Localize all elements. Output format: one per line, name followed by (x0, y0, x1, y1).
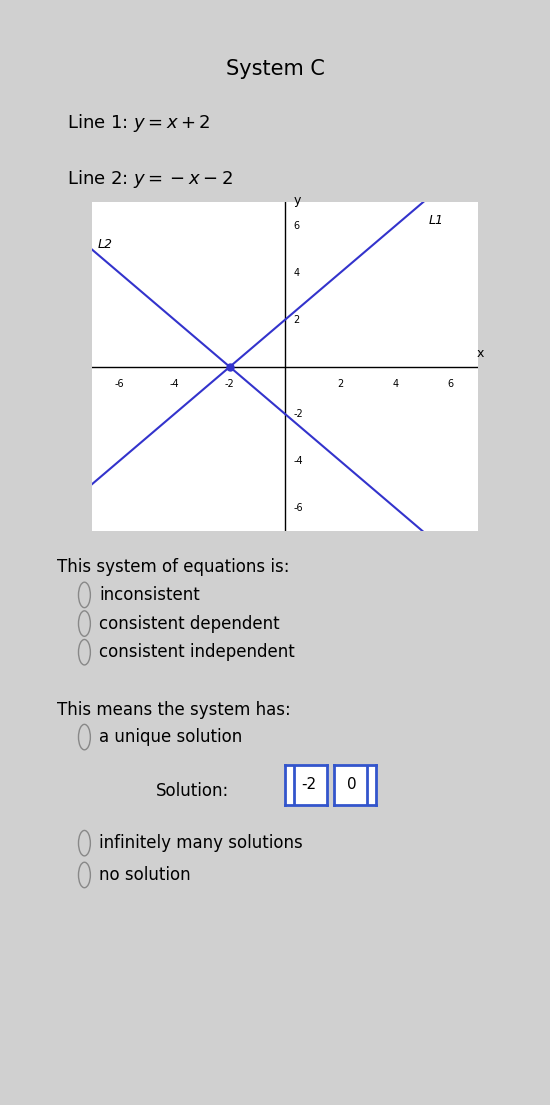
Text: 2: 2 (337, 379, 343, 389)
Text: L2: L2 (97, 238, 112, 251)
Text: x: x (477, 347, 485, 360)
Text: -2: -2 (302, 777, 317, 792)
Text: 6: 6 (293, 221, 299, 231)
Text: inconsistent: inconsistent (99, 586, 200, 604)
Text: -6: -6 (114, 379, 124, 389)
Text: a unique solution: a unique solution (99, 728, 243, 746)
Text: Line 2: $y=-x-2$: Line 2: $y=-x-2$ (67, 168, 233, 190)
Text: This system of equations is:: This system of equations is: (57, 558, 290, 576)
Text: 2: 2 (293, 315, 299, 325)
Text: 0: 0 (347, 777, 357, 792)
Text: consistent independent: consistent independent (99, 643, 295, 661)
Text: consistent dependent: consistent dependent (99, 614, 280, 632)
Text: infinitely many solutions: infinitely many solutions (99, 834, 303, 852)
Text: 6: 6 (447, 379, 453, 389)
Text: 4: 4 (293, 267, 299, 277)
Text: Solution:: Solution: (156, 782, 229, 800)
Text: 4: 4 (392, 379, 398, 389)
Text: -2: -2 (293, 409, 303, 419)
Text: System C: System C (226, 60, 324, 80)
Text: Line 1: $y=x+2$: Line 1: $y=x+2$ (67, 113, 211, 135)
Text: -4: -4 (293, 456, 303, 466)
Text: -2: -2 (225, 379, 235, 389)
Text: L1: L1 (428, 214, 443, 228)
Text: y: y (293, 193, 300, 207)
Text: This means the system has:: This means the system has: (57, 701, 291, 719)
Text: no solution: no solution (99, 866, 191, 884)
Text: -4: -4 (170, 379, 179, 389)
Text: -6: -6 (293, 503, 303, 513)
